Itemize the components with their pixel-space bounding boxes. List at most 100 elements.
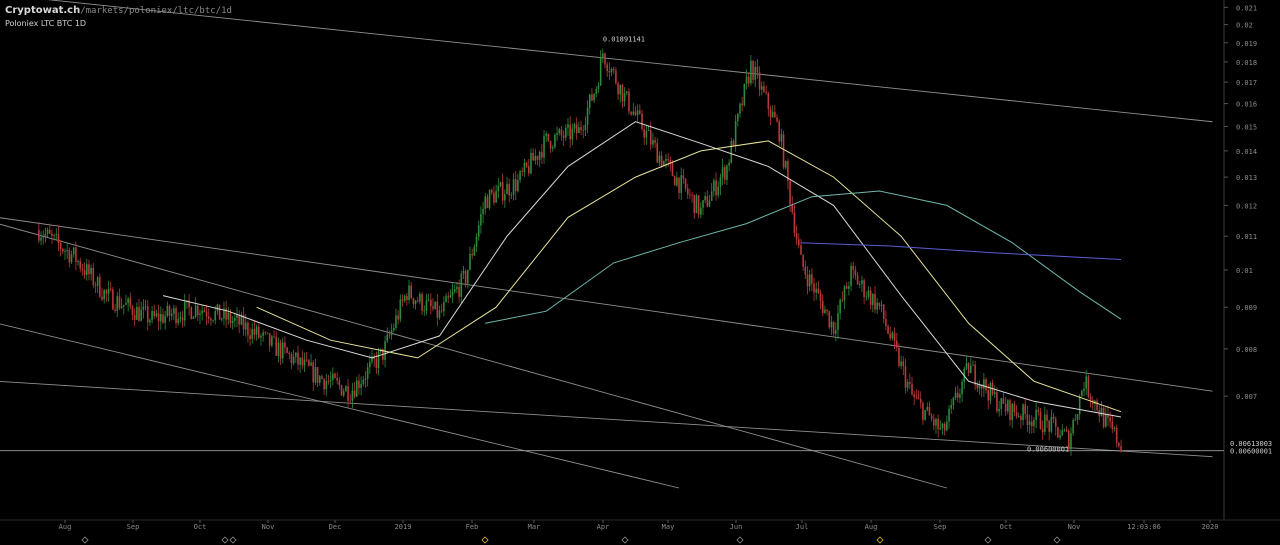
candle-body xyxy=(850,265,852,286)
candle-body xyxy=(1087,376,1090,397)
candle-body xyxy=(403,295,406,301)
candle-body xyxy=(406,295,408,301)
y-tick-label: 0.008 xyxy=(1236,346,1257,354)
candle-body xyxy=(567,124,569,128)
candle-body xyxy=(242,314,245,330)
candle-body xyxy=(177,318,180,324)
candle-body xyxy=(79,261,82,269)
candle-body xyxy=(390,330,393,336)
candle-body xyxy=(845,286,848,289)
candle-body xyxy=(800,245,802,255)
candle-body xyxy=(464,271,467,284)
candle-body xyxy=(133,315,136,320)
candle-body xyxy=(264,332,267,334)
candle-body xyxy=(662,161,665,167)
candle-body xyxy=(804,266,807,275)
candle-body xyxy=(1109,417,1111,422)
candle-body xyxy=(1048,420,1050,432)
candle-body xyxy=(584,124,587,131)
candle-body xyxy=(527,166,530,174)
candle-body xyxy=(898,347,900,366)
candle-body xyxy=(419,294,421,302)
candle-body xyxy=(332,373,334,380)
candle-body xyxy=(697,195,700,215)
candle-body xyxy=(619,84,622,95)
candle-body xyxy=(336,377,338,381)
candle-body xyxy=(815,288,818,293)
candle-body xyxy=(828,311,831,328)
candle-body xyxy=(867,290,870,297)
candle-body xyxy=(863,280,865,298)
candle-body xyxy=(737,113,739,122)
candle-body xyxy=(314,367,317,383)
candle-body xyxy=(747,76,750,84)
candle-body xyxy=(460,273,463,297)
y-tick-label: 0.021 xyxy=(1236,4,1257,12)
candle-body xyxy=(297,352,299,365)
site-name[interactable]: Cryptowat.ch xyxy=(5,5,81,16)
x-tick-label: Aug xyxy=(59,523,72,531)
candle-body xyxy=(227,312,230,320)
candle-body xyxy=(889,333,892,339)
candle-body xyxy=(62,248,64,252)
candle-body xyxy=(1102,407,1105,427)
candle-body xyxy=(602,53,604,58)
candle-body xyxy=(410,285,413,299)
candle-body xyxy=(105,290,108,294)
candle-body xyxy=(658,155,661,163)
candle-body xyxy=(1076,414,1079,420)
candle-body xyxy=(1002,398,1005,404)
candle-body xyxy=(59,242,62,249)
candle-body xyxy=(769,108,772,118)
candle-body xyxy=(684,178,687,189)
candle-body xyxy=(625,91,628,94)
candle-body xyxy=(223,308,225,319)
candle-body xyxy=(40,237,42,241)
candle-body xyxy=(691,194,693,196)
candle-body xyxy=(752,60,754,80)
candle-body xyxy=(318,376,321,383)
y-tick-label: 0.015 xyxy=(1236,123,1257,131)
candle-body xyxy=(225,308,227,320)
candle-body xyxy=(247,322,249,336)
x-tick-label: Nov xyxy=(1068,523,1081,531)
candle-body xyxy=(316,367,319,383)
candle-body xyxy=(628,91,630,112)
candle-body xyxy=(238,314,240,325)
candle-body xyxy=(486,196,489,209)
candle-body xyxy=(210,318,212,321)
candle-body xyxy=(1054,418,1057,427)
candle-body xyxy=(1067,430,1070,450)
candle-body xyxy=(510,194,513,196)
candle-body xyxy=(480,214,482,226)
candle-body xyxy=(1115,427,1118,443)
candle-body xyxy=(734,121,737,146)
candle-body xyxy=(157,313,160,322)
y-tick-label: 0.009 xyxy=(1236,304,1257,312)
candle-body xyxy=(1035,409,1037,421)
candle-body xyxy=(423,310,426,312)
candle-body xyxy=(558,129,561,134)
candle-body xyxy=(334,373,336,378)
candle-body xyxy=(181,317,184,321)
candle-body xyxy=(231,320,234,324)
candle-body xyxy=(421,294,423,311)
candle-body xyxy=(1100,407,1103,417)
candle-body xyxy=(1020,416,1022,421)
candle-body xyxy=(425,300,428,311)
candle-body xyxy=(216,304,219,311)
candle-body xyxy=(1081,391,1083,396)
candle-body xyxy=(935,418,937,426)
candle-body xyxy=(702,200,704,208)
low-price-label: 0.00600001 xyxy=(1027,446,1069,454)
candle-body xyxy=(915,396,918,398)
candle-body xyxy=(323,378,325,390)
candle-body xyxy=(508,183,510,196)
candle-body xyxy=(532,152,534,161)
candle-body xyxy=(922,402,924,420)
candle-body xyxy=(551,147,554,149)
candle-body xyxy=(573,124,576,129)
candle-body xyxy=(682,175,685,179)
candle-body xyxy=(72,247,75,255)
